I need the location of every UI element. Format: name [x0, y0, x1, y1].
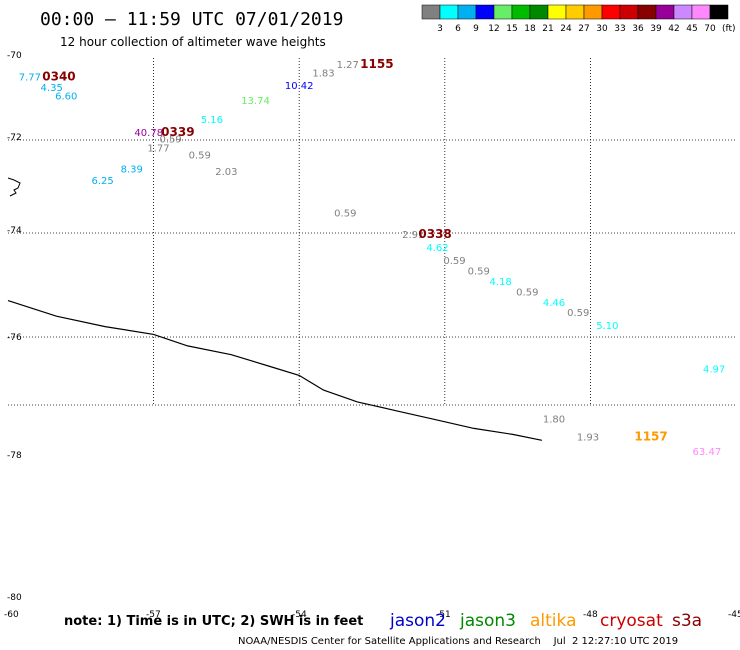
axis-tick-labels: -70 -72 -74 -76 -78 -80 -60 -57 -54 -51 -48 -45: [4, 51, 740, 620]
swh-value: 40.78: [134, 128, 163, 139]
satellite-label-jason3: jason3: [459, 611, 516, 631]
swh-value: 4.35: [41, 83, 63, 94]
swh-value: 8.39: [121, 165, 143, 176]
colorbar-swatch: [655, 4, 675, 20]
swh-value: 0.59: [159, 134, 181, 145]
swh-value: 7.77: [19, 73, 41, 84]
colorbar-tick-label: 45: [686, 24, 697, 34]
colorbar-tick-label: 36: [632, 24, 644, 34]
colorbar-tick-label: 3: [437, 24, 443, 34]
colorbar-tick-label: 42: [668, 24, 679, 34]
colorbar-tick-label: 6: [455, 24, 461, 34]
colorbar-swatch: [619, 4, 639, 20]
colorbar-swatch: [637, 4, 657, 20]
swh-value: 63.47: [693, 447, 722, 458]
pass-time-label: 0340: [42, 70, 75, 84]
lat-tick-label: -78: [7, 451, 22, 461]
colorbar-swatch: [511, 4, 531, 20]
footer-credit: NOAA/NESDIS Center for Satellite Applica…: [238, 636, 678, 647]
wave-height-points: 7.774.356.6040.780.591.770.592.038.396.2…: [19, 60, 726, 458]
swh-value: 1.27: [337, 60, 359, 71]
colorbar-tick-label: 24: [560, 24, 572, 34]
lat-tick-label: -80: [7, 593, 22, 603]
swh-value: 1.93: [577, 432, 599, 443]
swh-value: 0.59: [468, 267, 490, 278]
colorbar-swatch: [475, 4, 495, 20]
pass-time-label: 0338: [418, 227, 451, 241]
colorbar-unit-label: (ft): [722, 24, 736, 34]
colorbar-tick-label: 27: [578, 24, 589, 34]
colorbar-tick-label: 21: [542, 24, 553, 34]
pass-time-labels: 0340 0339 1155 0338 1157: [42, 57, 668, 444]
swh-value: 0.59: [443, 256, 465, 267]
lon-tick-label: -48: [583, 610, 598, 620]
chart-title: 00:00 – 11:59 UTC 07/01/2019: [40, 9, 343, 30]
swh-value: 0.59: [567, 308, 589, 319]
swh-value: 6.25: [92, 176, 114, 187]
colorbar-swatch: [601, 4, 621, 20]
colorbar-swatch: [457, 4, 477, 20]
lat-lon-grid: [8, 58, 736, 406]
swh-value: 0.59: [189, 151, 211, 162]
coastline: [7, 300, 543, 441]
swh-value: 2.91: [402, 230, 424, 241]
swh-value: 5.16: [201, 115, 223, 126]
swh-value: 1.83: [312, 68, 334, 79]
lat-tick-label: -72: [7, 133, 22, 143]
lon-tick-label: -54: [292, 610, 307, 620]
colorbar-tick-label: 15: [506, 24, 517, 34]
colorbar-swatch: [673, 4, 693, 20]
colorbar-tick-label: 30: [596, 24, 608, 34]
colorbar-swatch: [691, 4, 711, 20]
colorbar-tick-label: 70: [704, 24, 716, 34]
swh-value: 2.03: [215, 167, 237, 178]
swh-value: 1.77: [147, 144, 169, 155]
satellite-legend: jason2 jason3 altika cryosat s3a: [389, 611, 702, 631]
lat-tick-label: -74: [7, 226, 22, 236]
colorbar-tick-label: 39: [650, 24, 662, 34]
lon-tick-label: -45: [728, 610, 740, 620]
satellite-label-jason2: jason2: [389, 611, 446, 631]
pass-time-label: 1157: [634, 429, 667, 443]
lon-tick-label: -51: [436, 610, 451, 620]
swh-value: 10.42: [285, 81, 314, 92]
colorbar-swatch: [439, 4, 459, 20]
swh-value: 4.97: [703, 364, 725, 375]
colorbar-tick-label: 18: [524, 24, 536, 34]
swh-value: 5.10: [596, 321, 618, 332]
colorbar-swatch: [583, 4, 603, 20]
colorbar-swatch: [529, 4, 549, 20]
pass-time-label: 1155: [360, 57, 393, 71]
swh-value: 4.18: [489, 277, 511, 288]
lat-tick-label: -70: [7, 51, 22, 61]
colorbar-tick-label: 33: [614, 24, 625, 34]
satellite-label-cryosat: cryosat: [600, 611, 663, 631]
colorbar-swatch: [421, 4, 441, 20]
lon-tick-label: -60: [4, 610, 19, 620]
colorbar-swatch: [493, 4, 513, 20]
footer-note: note: 1) Time is in UTC; 2) SWH is in fe…: [64, 614, 363, 629]
colorbar-tick-label: 9: [473, 24, 479, 34]
pass-time-label: 0339: [161, 125, 194, 139]
satellite-label-altika: altika: [530, 611, 577, 631]
lat-tick-label: -76: [7, 333, 22, 343]
swh-value: 4.62: [426, 243, 448, 254]
coastline-fragment: [7, 177, 21, 197]
coastline-path: [7, 300, 543, 441]
colorbar-swatch: [547, 4, 567, 20]
swh-value: 0.59: [516, 287, 538, 298]
colorbar-swatch: [565, 4, 585, 20]
colorbar-legend: 3 6 9 12 15 18 21 24 27 30 33 36 39 42 45 70: [421, 4, 729, 34]
swh-value: 0.59: [334, 209, 356, 220]
colorbar-tick-label: 12: [488, 24, 499, 34]
chart-subtitle: 12 hour collection of altimeter wave hei…: [60, 35, 326, 49]
swh-value: 4.46: [543, 298, 565, 309]
colorbar-swatch: [709, 4, 729, 20]
swh-value: 13.74: [241, 96, 270, 107]
satellite-label-s3a: s3a: [672, 611, 702, 631]
swh-value: 6.60: [55, 92, 77, 103]
swh-value: 1.80: [543, 415, 565, 426]
lon-tick-label: -57: [146, 610, 161, 620]
